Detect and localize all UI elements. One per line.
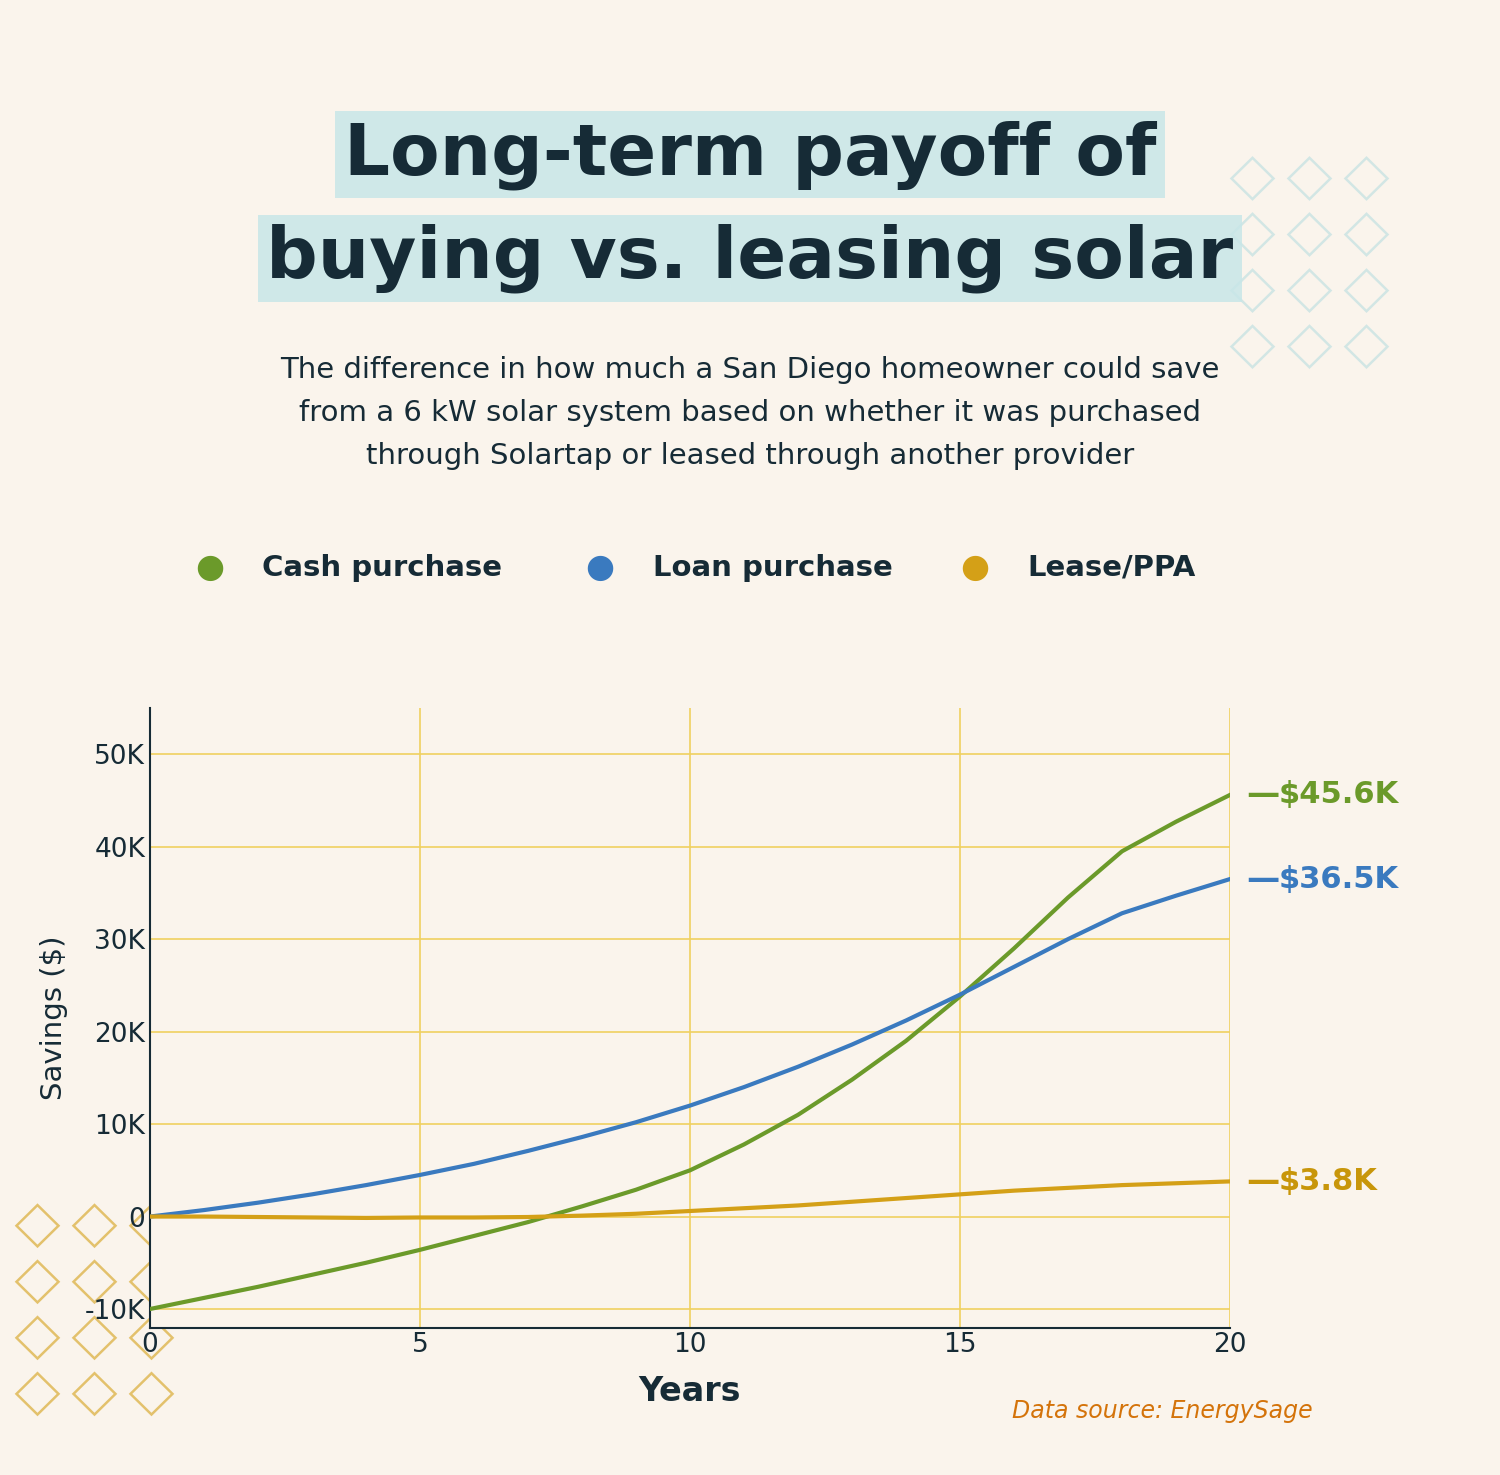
Text: —: — xyxy=(1246,1165,1280,1198)
Text: ●: ● xyxy=(585,552,615,584)
Text: $3.8K: $3.8K xyxy=(1278,1167,1377,1196)
Text: Lease/PPA: Lease/PPA xyxy=(1028,555,1196,581)
Text: ●: ● xyxy=(960,552,990,584)
Text: Data source: EnergySage: Data source: EnergySage xyxy=(1013,1400,1312,1423)
Text: Loan purchase: Loan purchase xyxy=(652,555,892,581)
X-axis label: Years: Years xyxy=(639,1375,741,1409)
Text: $45.6K: $45.6K xyxy=(1278,780,1400,810)
Text: The difference in how much a San Diego homeowner could save
from a 6 kW solar sy: The difference in how much a San Diego h… xyxy=(280,355,1220,471)
Text: $36.5K: $36.5K xyxy=(1278,864,1398,894)
Text: buying vs. leasing solar: buying vs. leasing solar xyxy=(267,223,1233,294)
Text: —: — xyxy=(1246,779,1280,811)
Y-axis label: Savings ($): Savings ($) xyxy=(40,935,68,1100)
Text: Long-term payoff of: Long-term payoff of xyxy=(344,119,1156,190)
Text: Cash purchase: Cash purchase xyxy=(262,555,503,581)
Text: ●: ● xyxy=(195,552,225,584)
Text: —: — xyxy=(1246,863,1280,895)
